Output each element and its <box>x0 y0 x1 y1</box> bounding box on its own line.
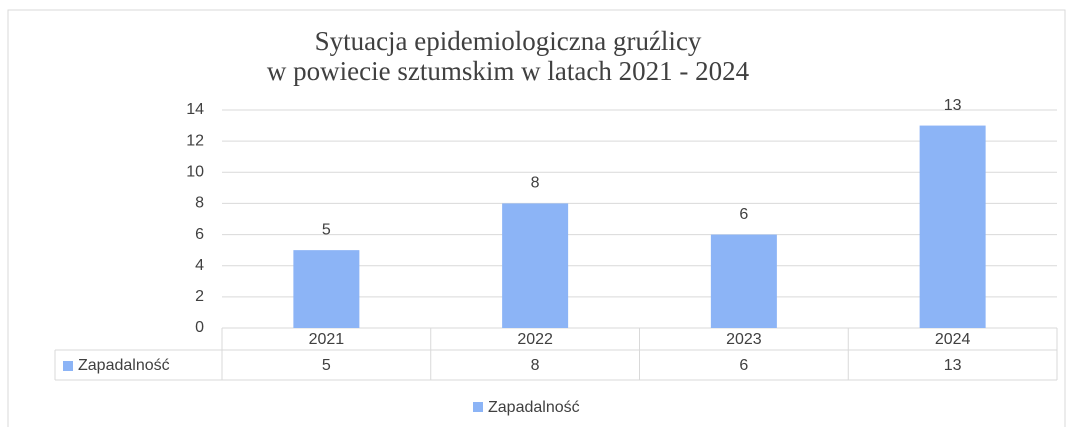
bar <box>502 203 569 328</box>
chart-title: Sytuacja epidemiologiczna gruźlicy <box>315 26 702 56</box>
data-label: 13 <box>944 97 962 114</box>
x-tick-label: 2021 <box>309 331 345 348</box>
table-value: 6 <box>739 357 748 374</box>
legend-swatch <box>473 402 483 412</box>
y-tick-label: 12 <box>186 132 204 149</box>
bar <box>293 250 360 328</box>
table-value: 8 <box>531 357 540 374</box>
x-tick-label: 2024 <box>935 331 971 348</box>
table-series-name: Zapadalność <box>78 357 170 374</box>
x-tick-label: 2023 <box>726 331 762 348</box>
legend-swatch <box>63 361 73 371</box>
bar <box>919 125 986 328</box>
y-tick-label: 10 <box>186 164 204 181</box>
data-label: 8 <box>531 175 540 192</box>
y-tick-label: 14 <box>186 101 204 118</box>
chart-title: w powiecie sztumskim w latach 2021 - 202… <box>267 56 750 86</box>
legend-label: Zapadalność <box>488 399 580 416</box>
bar <box>710 234 777 328</box>
data-label: 6 <box>739 206 748 223</box>
y-tick-label: 4 <box>195 257 204 274</box>
y-tick-label: 2 <box>195 288 204 305</box>
table-value: 5 <box>322 357 331 374</box>
x-tick-label: 2022 <box>517 331 553 348</box>
data-label: 5 <box>322 221 331 238</box>
table-value: 13 <box>944 357 962 374</box>
y-tick-label: 8 <box>195 195 204 212</box>
y-tick-label: 0 <box>195 319 204 336</box>
y-tick-label: 6 <box>195 226 204 243</box>
